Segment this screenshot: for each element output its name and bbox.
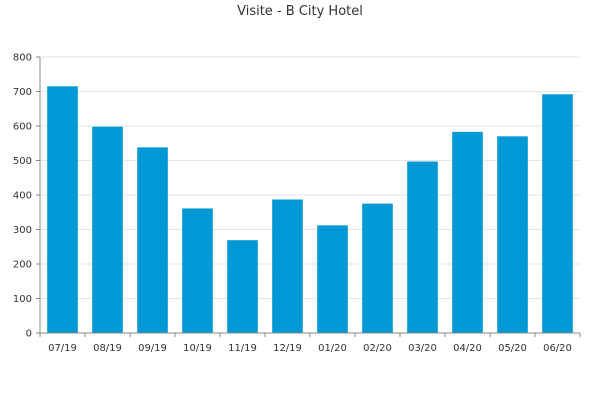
x-tick-label: 12/19 [273,343,302,354]
bar [497,136,528,333]
bar [92,126,123,333]
x-tick-label: 09/19 [138,343,167,354]
y-tick-label: 200 [13,260,32,271]
x-tick-label: 10/19 [183,343,212,354]
x-tick-label: 08/19 [93,343,122,354]
y-tick-label: 0 [26,329,32,340]
bar [47,86,78,333]
bar [182,208,213,333]
axes [36,56,581,337]
x-tick-label: 11/19 [228,343,257,354]
bar [272,199,303,333]
x-tick-label: 04/20 [453,343,482,354]
bar [542,94,573,333]
bar [137,147,168,333]
bar [407,161,438,333]
x-tick-label: 02/20 [363,343,392,354]
x-tick-label: 05/20 [498,343,527,354]
y-tick-label: 500 [13,156,32,167]
gridlines [40,56,580,299]
x-tick-label: 07/19 [48,343,77,354]
y-tick-label: 400 [13,191,32,202]
y-tick-label: 700 [13,87,32,98]
tick-labels: 0 100 200 300 400 500 600 700 800 07/19 08/19 09/19… [13,53,572,355]
bar [227,240,258,333]
x-tick-label: 03/20 [408,343,437,354]
y-tick-label: 100 [13,294,32,305]
bar [452,131,483,333]
chart-title: Visite - B City Hotel [237,4,363,19]
y-tick-label: 800 [13,53,32,64]
bar [317,225,348,333]
x-tick-label: 06/20 [543,343,572,354]
x-tick-label: 01/20 [318,343,347,354]
y-tick-label: 600 [13,122,32,133]
bars [47,86,573,333]
y-tick-label: 300 [13,225,32,236]
bar [362,203,393,333]
